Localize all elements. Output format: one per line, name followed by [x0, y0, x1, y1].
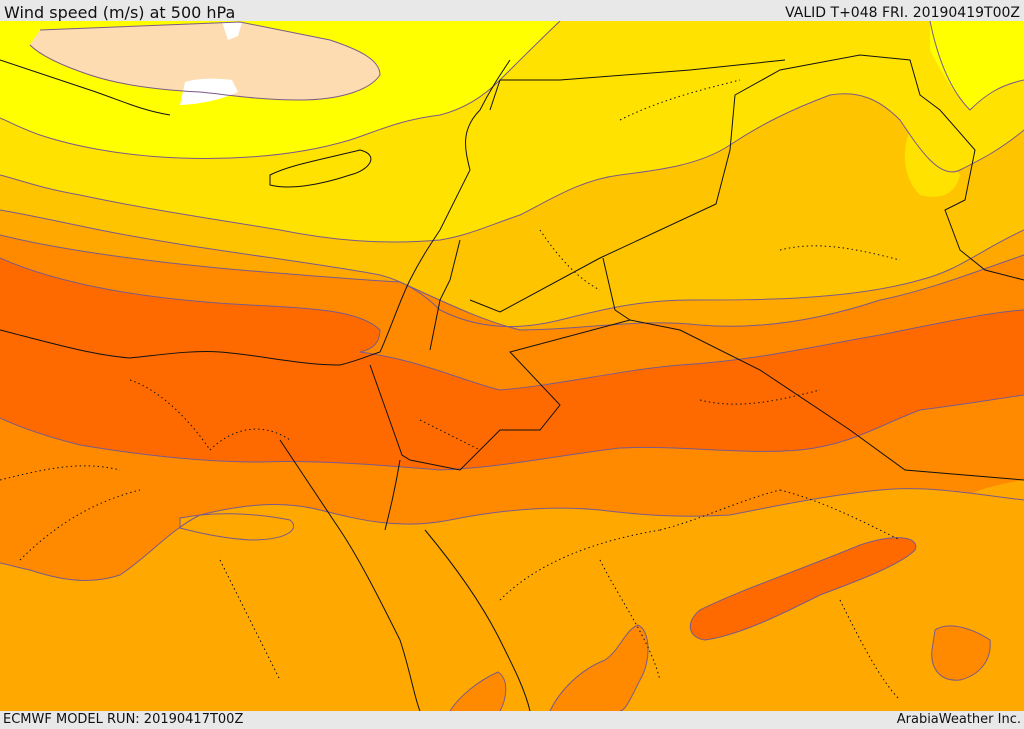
- band-moderate-high-inset-east: [940, 480, 1024, 524]
- border: [429, 239, 461, 351]
- credit: ArabiaWeather Inc.: [896, 712, 1021, 727]
- footer-bar: [0, 711, 1024, 729]
- coastlines-and-borders: [0, 54, 1024, 711]
- band-very-weak-north: [222, 22, 242, 40]
- contour-line: [29, 21, 381, 101]
- map-title: Wind speed (m/s) at 500 hPa: [4, 3, 236, 22]
- contour-line: [0, 93, 1024, 243]
- border: [602, 257, 631, 321]
- contour-line: [0, 234, 1024, 331]
- header-bar: [0, 0, 1024, 21]
- contour-line: [931, 625, 991, 681]
- band-weak: [30, 22, 380, 100]
- border: [489, 59, 786, 111]
- band-strong-southeast-blob: [931, 625, 991, 681]
- band-moderate-high-inset: [180, 513, 294, 540]
- contour-line: [449, 671, 507, 711]
- contour-line: [0, 394, 1024, 471]
- contour-line: [0, 257, 1024, 391]
- contour-line: [0, 488, 1024, 581]
- valid-time: VALID T+048 FRI. 20190419T00Z: [785, 5, 1020, 21]
- contour-line: [179, 513, 295, 541]
- coastline-levant: [379, 59, 511, 353]
- band-strong-southwest-blob: [450, 672, 506, 711]
- coastline-red-sea: [279, 439, 531, 711]
- contour-line: [0, 209, 1024, 328]
- contour-line: [690, 537, 917, 641]
- band-stronger: [0, 258, 1024, 470]
- model-run: ECMWF MODEL RUN: 20190417T00Z: [3, 712, 244, 727]
- contour-line: [549, 624, 649, 711]
- band-stronger-east-blob: [690, 537, 916, 640]
- wind-speed-map: [0, 21, 1024, 711]
- band-strong-south-blob: [550, 625, 649, 711]
- border: [369, 319, 1024, 481]
- coastline: [0, 59, 381, 366]
- admin-border: [0, 245, 901, 681]
- band-very-weak: [180, 78, 238, 105]
- border: [469, 54, 1024, 313]
- contour-line: [929, 21, 1024, 111]
